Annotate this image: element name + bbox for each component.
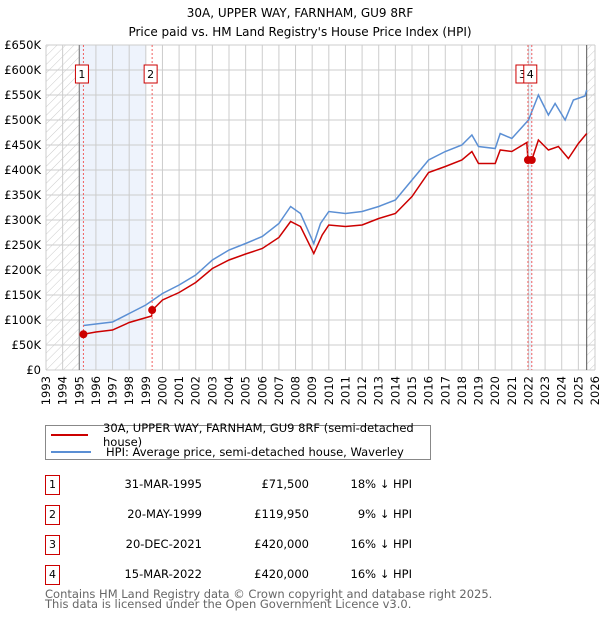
legend-item-property: 30A, UPPER WAY, FARNHAM, GU9 8RF (semi-d… — [46, 421, 430, 449]
sale-date: 31-MAR-1995 — [124, 477, 202, 491]
x-tick-label: 1995 — [72, 376, 86, 405]
legend-item-hpi: HPI: Average price, semi-detached house,… — [46, 444, 404, 460]
x-tick-label: 2017 — [438, 376, 452, 405]
marker-badge: 4 — [45, 565, 60, 585]
x-tick-label: 2010 — [322, 376, 336, 405]
sale-price: £71,500 — [261, 477, 309, 491]
x-tick-label: 2007 — [272, 376, 286, 405]
x-tick-label: 2000 — [155, 376, 169, 405]
footer: Contains HM Land Registry data © Crown c… — [45, 587, 493, 611]
x-tick-label: 1994 — [56, 376, 70, 405]
x-tick-label: 2014 — [388, 376, 402, 405]
sale-date: 15-MAR-2022 — [124, 567, 202, 581]
hatched-post-data-region — [586, 45, 595, 370]
x-tick-label: 2024 — [555, 376, 569, 405]
marker-badge: 3 — [45, 535, 60, 555]
chart-subtitle: Price paid vs. HM Land Registry's House … — [128, 25, 471, 39]
price-chart: 30A, UPPER WAY, FARNHAM, GU9 8RF Price p… — [4, 6, 600, 405]
y-tick-label: £500K — [4, 113, 41, 127]
x-tick-label: 2020 — [488, 376, 502, 405]
x-tick-label: 2001 — [172, 376, 186, 405]
marker-badge: 2 — [45, 505, 60, 525]
y-tick-label: £0 — [26, 363, 41, 377]
x-tick-label: 2016 — [422, 376, 436, 405]
hpi-diff: 9% ↓ HPI — [357, 507, 412, 521]
sale-label: 2 — [147, 68, 154, 81]
y-tick-label: £100K — [4, 313, 41, 327]
sale-price: £119,950 — [254, 507, 309, 521]
sale-label: 3 — [519, 68, 526, 81]
price-paid-line — [83, 133, 588, 336]
footer-copyright: Contains HM Land Registry data © Crown c… — [45, 587, 493, 601]
x-tick-label: 1999 — [139, 376, 153, 405]
table-row: 3 20-DEC-2021 £420,000 16% ↓ HPI — [45, 535, 465, 555]
sale-label-box — [143, 64, 158, 84]
x-tick-label: 2008 — [289, 376, 303, 405]
y-tick-label: £50K — [12, 338, 42, 352]
legend: 30A, UPPER WAY, FARNHAM, GU9 8RF (semi-d… — [45, 421, 431, 460]
x-tick-label: 2025 — [571, 376, 585, 405]
y-tick-label: £650K — [4, 38, 41, 52]
x-tick-label: 2003 — [205, 376, 219, 405]
x-tick-label: 2023 — [538, 376, 552, 405]
x-tick-label: 1993 — [39, 376, 53, 405]
y-tick-label: £550K — [4, 88, 41, 102]
hpi-diff: 16% ↓ HPI — [350, 537, 412, 551]
x-tick-label: 2019 — [472, 376, 486, 405]
table-row: 1 31-MAR-1995 £71,500 18% ↓ HPI — [45, 475, 465, 495]
hpi-line — [83, 89, 588, 327]
shaded-period — [527, 45, 532, 370]
hpi-diff: 16% ↓ HPI — [350, 567, 412, 581]
hpi-diff: 18% ↓ HPI — [350, 477, 412, 491]
legend-swatch-blue — [51, 451, 91, 453]
marker-badge: 1 — [45, 475, 60, 495]
footer-licence: This data is licensed under the Open Gov… — [45, 597, 412, 611]
y-tick-label: £400K — [4, 163, 41, 177]
sale-point — [527, 156, 536, 164]
x-tick-label: 2022 — [521, 376, 535, 405]
x-tick-label: 2013 — [372, 376, 386, 405]
table-row: 4 15-MAR-2022 £420,000 16% ↓ HPI — [45, 565, 465, 585]
sale-date: 20-DEC-2021 — [125, 537, 202, 551]
y-tick-label: £450K — [4, 138, 41, 152]
x-tick-label: 2009 — [305, 376, 319, 405]
x-tick-label: 2004 — [222, 376, 236, 405]
sale-price: £420,000 — [254, 567, 309, 581]
sale-label: 1 — [78, 68, 85, 81]
x-tick-label: 2015 — [405, 376, 419, 405]
x-tick-label: 2006 — [255, 376, 269, 405]
x-tick-label: 2011 — [338, 376, 352, 405]
sale-label-box — [523, 64, 538, 84]
sale-price: £420,000 — [254, 537, 309, 551]
x-tick-label: 2026 — [588, 376, 600, 405]
y-tick-label: £200K — [4, 263, 41, 277]
legend-label: 30A, UPPER WAY, FARNHAM, GU9 8RF (semi-d… — [103, 421, 414, 449]
y-tick-label: £600K — [4, 63, 41, 77]
y-tick-label: £350K — [4, 188, 41, 202]
sale-point — [148, 306, 157, 315]
x-tick-label: 1996 — [89, 376, 103, 405]
y-tick-label: £150K — [4, 288, 41, 302]
sale-date: 20-MAY-1999 — [127, 507, 202, 521]
x-tick-label: 1997 — [106, 376, 120, 405]
table-row: 2 20-MAY-1999 £119,950 9% ↓ HPI — [45, 505, 465, 525]
x-tick-label: 1998 — [122, 376, 136, 405]
legend-label: HPI: Average price, semi-detached house,… — [106, 445, 404, 459]
y-tick-label: £250K — [4, 238, 41, 252]
y-tick-label: £300K — [4, 213, 41, 227]
sale-label: 4 — [527, 68, 534, 81]
sale-label-box — [74, 64, 89, 84]
x-tick-label: 2002 — [189, 376, 203, 405]
x-tick-label: 2012 — [355, 376, 369, 405]
x-tick-label: 2021 — [505, 376, 519, 405]
sale-point — [79, 330, 88, 339]
chart-title: 30A, UPPER WAY, FARNHAM, GU9 8RF — [187, 6, 414, 20]
x-tick-label: 2018 — [455, 376, 469, 405]
x-tick-label: 2005 — [239, 376, 253, 405]
legend-swatch-red — [51, 434, 88, 436]
